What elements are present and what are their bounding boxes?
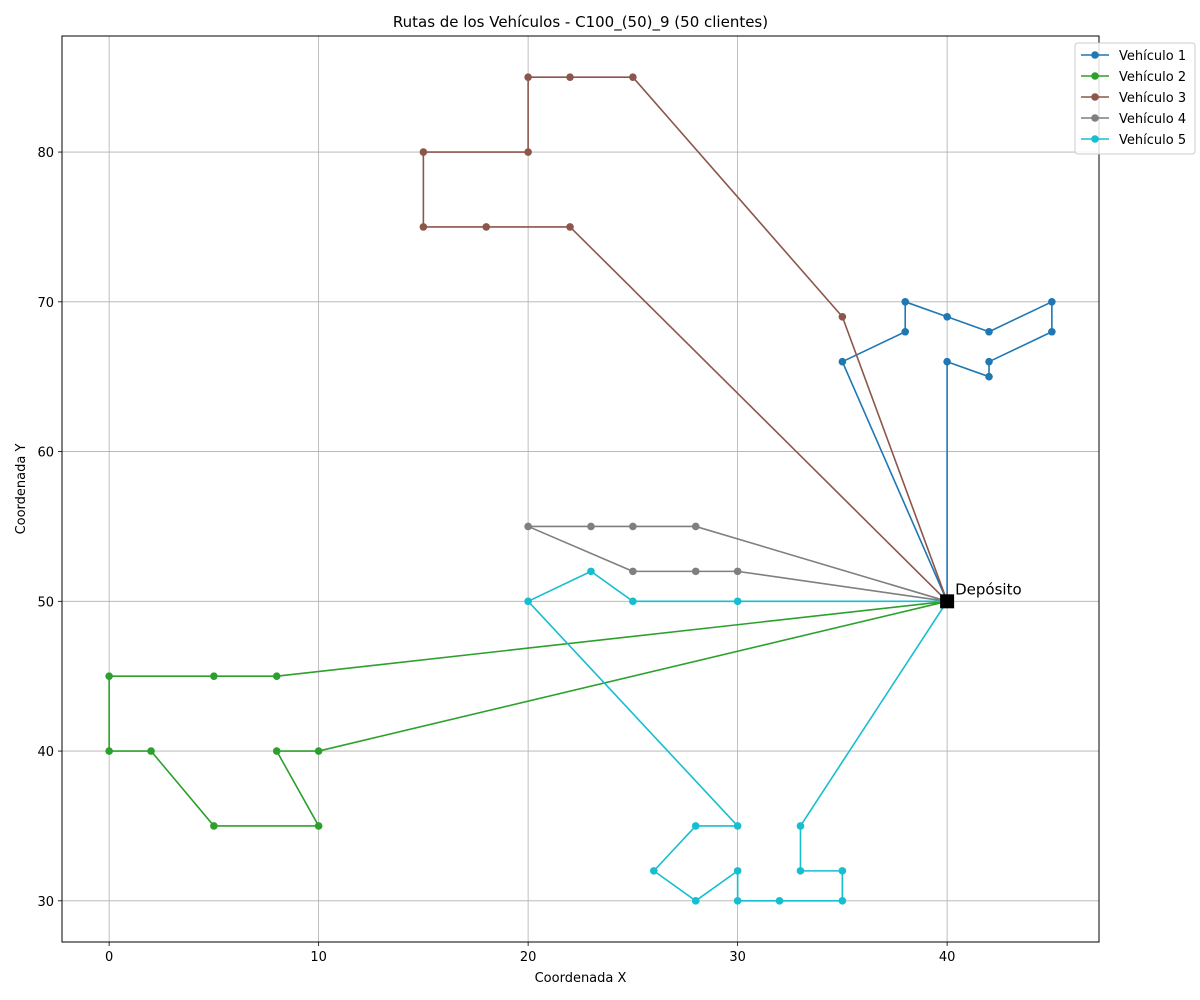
route-point	[796, 867, 805, 875]
legend-swatch-marker	[1091, 114, 1099, 122]
route-point	[147, 747, 155, 755]
route-point	[775, 897, 784, 905]
route-point	[838, 312, 847, 321]
route-point	[629, 73, 637, 81]
legend-item: Vehículo 5	[1081, 133, 1186, 148]
grid-lines	[62, 36, 1099, 942]
y-tick-label: 40	[37, 745, 54, 760]
route-point	[691, 522, 700, 531]
route-point	[105, 672, 113, 680]
legend: Vehículo 1 Vehículo 2 Vehículo 3 Vehículo 4…	[1074, 42, 1196, 155]
route-point	[210, 672, 218, 680]
y-axis-label: Coordenada Y	[14, 444, 29, 535]
route-point	[838, 897, 847, 905]
legend-label: Vehículo 1	[1119, 49, 1186, 64]
plot-frame	[61, 35, 1100, 943]
route-point	[691, 822, 700, 830]
y-tick-label: 30	[37, 895, 54, 910]
route-point	[733, 567, 742, 576]
route-point	[566, 223, 574, 231]
route-point	[629, 567, 637, 576]
series-3	[419, 73, 951, 606]
route-point	[838, 357, 847, 366]
x-axis-label: Coordenada X	[535, 971, 627, 986]
route-point	[524, 148, 532, 156]
legend-item: Vehículo 3	[1081, 91, 1186, 106]
x-axis-ticks: 0 10 20 30 40	[105, 942, 955, 965]
route-point	[1048, 327, 1056, 336]
route-point	[419, 148, 428, 156]
route-point	[650, 867, 658, 875]
route-point	[733, 597, 742, 606]
x-tick-label: 20	[520, 950, 537, 965]
depot-layer: Depósito	[940, 580, 1022, 609]
legend-swatch-marker	[1091, 72, 1099, 80]
route-point	[314, 822, 323, 830]
route-point	[629, 597, 637, 606]
legend-label: Vehículo 3	[1119, 91, 1186, 106]
legend-swatch-marker	[1091, 51, 1099, 59]
route-point	[629, 522, 637, 531]
route-point	[985, 327, 993, 336]
route-point	[272, 747, 281, 755]
route-point	[733, 867, 742, 875]
route-point	[272, 672, 281, 680]
route-line	[422, 76, 948, 602]
legend-item: Vehículo 4	[1081, 112, 1186, 127]
route-point	[524, 73, 532, 81]
route-line	[841, 301, 1053, 602]
depot-label: Depósito	[955, 580, 1022, 598]
route-point	[691, 567, 700, 576]
depot-marker	[940, 594, 955, 609]
y-tick-label: 70	[37, 296, 54, 311]
legend-label: Vehículo 4	[1119, 112, 1186, 127]
x-tick-label: 0	[105, 950, 113, 965]
route-point	[314, 747, 323, 755]
route-point	[1048, 298, 1056, 306]
route-point	[901, 298, 910, 306]
legend-swatch-marker	[1091, 135, 1099, 143]
legend-swatch-marker	[1091, 93, 1099, 101]
route-point	[210, 822, 218, 830]
route-point	[733, 822, 742, 830]
route-point	[985, 357, 993, 366]
route-point	[943, 312, 951, 321]
legend-item: Vehículo 1	[1081, 49, 1186, 64]
route-point	[105, 747, 113, 755]
route-point	[482, 223, 491, 231]
legend-item: Vehículo 2	[1081, 70, 1186, 85]
x-tick-label: 10	[310, 950, 327, 965]
route-point	[691, 897, 700, 905]
x-tick-label: 40	[939, 950, 956, 965]
route-point	[419, 223, 428, 231]
route-point	[985, 372, 993, 381]
route-point	[838, 867, 847, 875]
series-layer	[105, 73, 1056, 905]
route-point	[943, 357, 951, 366]
route-point	[733, 897, 742, 905]
route-point	[796, 822, 805, 830]
route-point	[587, 522, 595, 531]
chart-title: Rutas de los Vehículos - C100_(50)_9 (50…	[393, 13, 768, 32]
route-point	[566, 73, 574, 81]
route-point	[587, 567, 595, 576]
route-point	[524, 597, 532, 606]
route-point	[524, 522, 532, 531]
x-tick-label: 30	[729, 950, 746, 965]
route-point	[901, 327, 910, 336]
series-5	[524, 567, 951, 905]
legend-label: Vehículo 5	[1119, 133, 1186, 148]
legend-box	[1074, 42, 1196, 155]
y-tick-label: 60	[37, 446, 54, 461]
y-tick-label: 80	[37, 146, 54, 161]
y-axis-ticks: 30 40 50 60 70 80	[37, 146, 62, 910]
y-tick-label: 50	[37, 595, 54, 610]
legend-label: Vehículo 2	[1119, 70, 1186, 85]
